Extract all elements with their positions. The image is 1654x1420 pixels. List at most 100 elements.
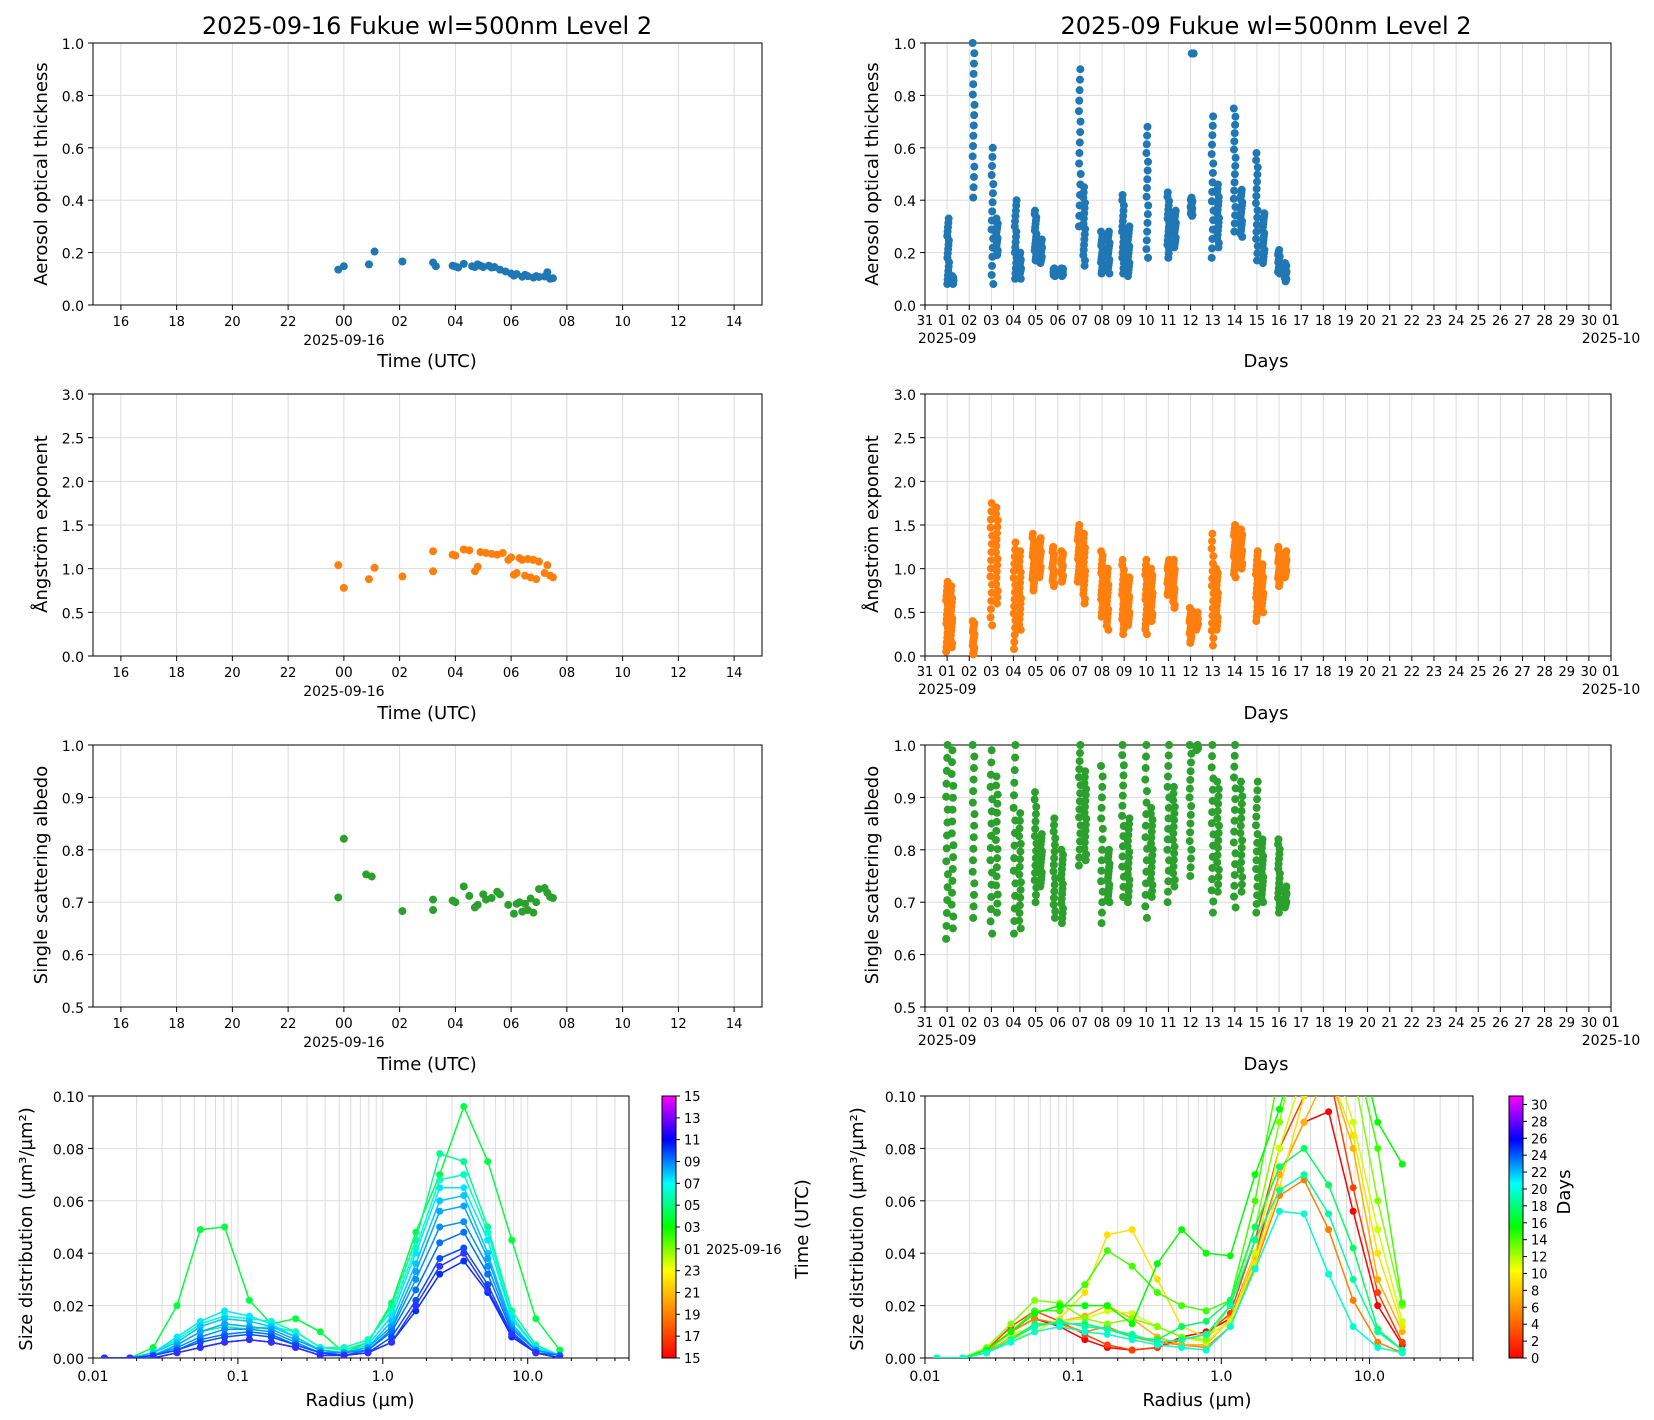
data-point: [1076, 741, 1085, 749]
data-point: [1146, 875, 1155, 884]
data-point: [1202, 1249, 1210, 1257]
colorbar-date-label: 2025-09-16: [706, 1243, 782, 1258]
x-tick-label: 03: [983, 665, 1000, 680]
data-point: [1128, 1262, 1136, 1270]
colorbar-tick-label: 0: [1531, 1352, 1539, 1367]
data-point: [1230, 227, 1239, 236]
data-point: [1202, 1330, 1210, 1338]
data-point: [507, 553, 516, 562]
data-point: [1186, 872, 1195, 880]
data-point: [221, 1333, 229, 1341]
data-point: [969, 787, 978, 796]
data-point: [970, 821, 979, 830]
data-point: [1325, 1226, 1333, 1234]
data-point: [451, 551, 460, 560]
data-point: [1144, 201, 1153, 210]
colorbar-tick-label: 01: [684, 1243, 701, 1258]
x-tick-label: 23: [1426, 1016, 1443, 1031]
data-point: [1056, 1323, 1064, 1331]
data-point: [1081, 1336, 1089, 1344]
data-point: [1178, 1336, 1186, 1344]
colorbar-tick-label: 15: [684, 1090, 701, 1105]
data-point: [556, 1354, 564, 1358]
data-point: [1153, 1323, 1161, 1331]
x-tick-label: 01: [1602, 313, 1620, 329]
data-point: [1049, 900, 1058, 909]
x-tick-label: 22: [1404, 314, 1421, 329]
y-tick-label: 0.00: [885, 1352, 916, 1368]
data-point: [1349, 1131, 1357, 1139]
data-point: [943, 741, 952, 749]
data-point: [993, 561, 1002, 570]
x-tick-label: 12: [670, 315, 687, 330]
data-point: [947, 769, 956, 778]
data-point: [1153, 1341, 1161, 1349]
data-point: [982, 1349, 990, 1357]
data-point: [1186, 775, 1195, 784]
data-point: [947, 582, 956, 591]
data-point: [1208, 752, 1217, 761]
y-tick-label: 2.5: [62, 432, 84, 448]
data-point: [948, 272, 957, 281]
data-point: [1057, 845, 1066, 854]
data-point: [1275, 1144, 1283, 1152]
data-point: [1238, 792, 1247, 801]
data-point: [1169, 869, 1178, 878]
data-point: [988, 152, 997, 161]
data-point: [245, 1296, 253, 1304]
data-point: [429, 567, 438, 576]
x-tick-label: 16: [1271, 665, 1288, 680]
data-point: [969, 913, 978, 922]
data-point: [1229, 838, 1238, 847]
x-tick-label: 08: [1094, 665, 1111, 680]
monthly-size-distribution-panel: 0.00 0.02 0.04 0.06 0.08 0.10 0.01 0.1 1.0 10.0 R…: [847, 1090, 1575, 1411]
data-point: [1097, 877, 1106, 886]
data-point: [459, 882, 468, 891]
data-point: [334, 561, 343, 570]
data-point: [436, 1197, 444, 1205]
data-point: [987, 556, 996, 565]
data-point: [1015, 824, 1024, 833]
data-point: [1076, 65, 1085, 74]
data-point: [1208, 121, 1217, 130]
data-point: [1230, 186, 1239, 195]
data-point: [948, 793, 957, 802]
data-point: [1142, 183, 1151, 192]
data-point: [484, 1254, 492, 1262]
data-point: [1282, 547, 1291, 556]
data-point: [970, 49, 979, 58]
data-point: [1169, 555, 1178, 564]
data-point: [459, 259, 468, 268]
data-point: [1325, 1270, 1333, 1278]
x-tick-label: 10: [614, 666, 631, 681]
data-point: [1186, 810, 1195, 819]
data-point: [436, 1262, 444, 1270]
ticks: 0.5 0.6 0.7 0.8 0.9 1.0 31 01 02 03 04 05 06 07 08 09 10…: [894, 739, 1641, 1049]
x-tick-label: 02: [391, 1017, 408, 1032]
data-point: [988, 189, 997, 198]
data-point: [436, 1207, 444, 1215]
data-point: [1178, 1302, 1186, 1310]
x-tick-label: 05: [1027, 314, 1044, 329]
data-point: [1275, 1118, 1283, 1126]
y-tick-label: 0.06: [885, 1195, 916, 1211]
data-point: [988, 207, 997, 216]
data-point: [1104, 227, 1113, 236]
x-tick-label: 18: [168, 1017, 185, 1032]
data-point: [196, 1328, 204, 1336]
data-point: [412, 1249, 420, 1257]
data-point: [1098, 772, 1107, 781]
x-tick-label: 24: [1448, 314, 1465, 329]
y-tick-label: 0.6: [62, 949, 84, 965]
data-point: [1128, 1346, 1136, 1354]
data-marks: [933, 1096, 1406, 1358]
data-point: [221, 1325, 229, 1333]
data-point: [933, 1354, 941, 1358]
x-tick-label: 04: [1005, 665, 1022, 680]
x-tick-label: 25: [1470, 665, 1487, 680]
data-point: [1075, 138, 1084, 147]
data-point: [1009, 791, 1018, 800]
data-point: [1213, 843, 1222, 852]
data-point: [948, 758, 957, 767]
data-point: [221, 1320, 229, 1328]
